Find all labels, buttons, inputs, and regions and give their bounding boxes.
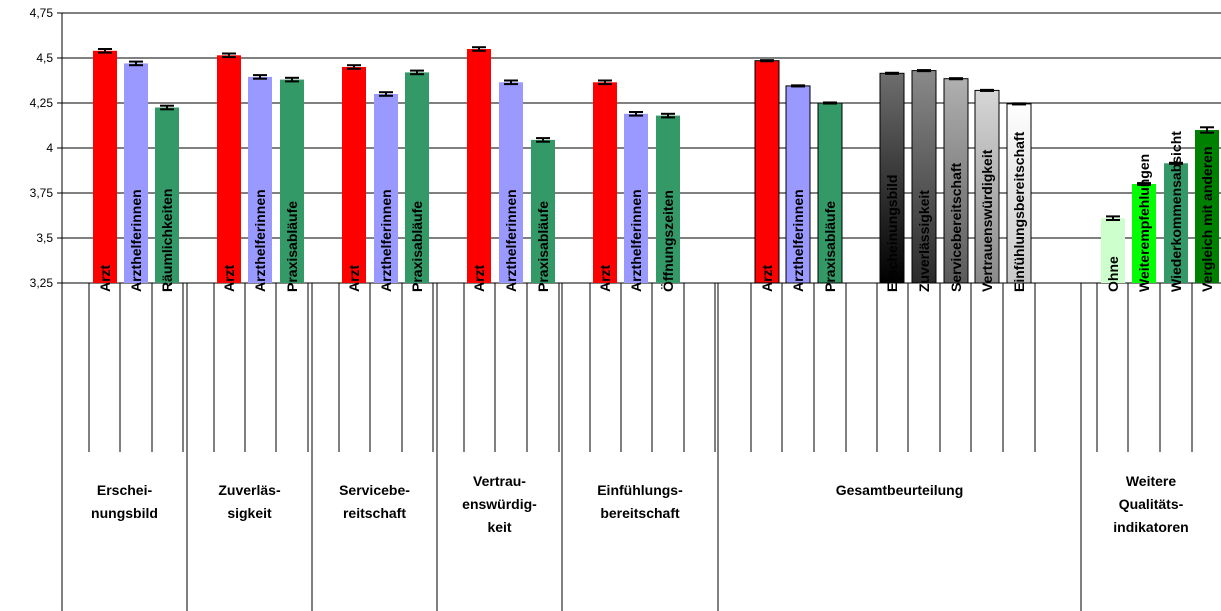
y-tick-label: 4,75 xyxy=(30,6,54,20)
error-bar xyxy=(791,85,805,86)
category-label: Arzthelferinnen xyxy=(503,189,519,292)
bar-arzt xyxy=(217,55,241,283)
category-label: Arzthelferinnen xyxy=(128,189,144,292)
group-label: Gesamtbeurteilung xyxy=(836,482,964,498)
category-label: Arzt xyxy=(471,264,487,292)
bar-arzt xyxy=(755,61,779,283)
bar-arzt xyxy=(93,51,117,283)
group-label: Qualitäts- xyxy=(1119,496,1184,512)
group-label: Zuverläs- xyxy=(218,482,281,498)
category-label: Servicebereitschaft xyxy=(948,162,964,292)
category-label: Wiederkommensabsicht xyxy=(1168,131,1184,292)
category-label: Vertrauenswürdigkeit xyxy=(979,149,995,292)
bar-arzt xyxy=(467,49,491,283)
error-bar xyxy=(823,102,837,103)
group-label: keit xyxy=(487,519,511,535)
category-label: Weiterempfehlungen xyxy=(1136,154,1152,292)
group-label: enswürdig- xyxy=(462,496,537,512)
group-label: bereitschaft xyxy=(600,505,680,521)
category-label: Praxisabläufe xyxy=(535,201,551,292)
group-label: nungsbild xyxy=(91,505,158,521)
group-label: indikatoren xyxy=(1113,519,1188,535)
category-label: Arzt xyxy=(346,264,362,292)
group-label: Servicebe- xyxy=(339,482,410,498)
category-label: Räumlichkeiten xyxy=(159,189,175,292)
category-label: Erscheinungsbild xyxy=(884,175,900,292)
error-bar xyxy=(129,62,143,66)
category-label: Arzt xyxy=(97,264,113,292)
y-tick-label: 4,5 xyxy=(36,51,53,65)
error-bar xyxy=(253,75,267,79)
category-label: Öffnungszeiten xyxy=(660,190,676,292)
bar-arzt xyxy=(342,67,366,283)
group-label: Einfühlungs- xyxy=(597,482,683,498)
category-label: Ohne xyxy=(1105,256,1121,292)
error-bar xyxy=(1012,103,1026,104)
category-label: Praxisabläufe xyxy=(409,201,425,292)
category-label: Arzt xyxy=(597,264,613,292)
category-label: Arzthelferinnen xyxy=(378,189,394,292)
category-label: Praxisabläufe xyxy=(284,201,300,292)
category-table-lines xyxy=(89,283,1192,611)
y-tick-label: 3,5 xyxy=(36,231,53,245)
group-label: reitschaft xyxy=(343,505,406,521)
y-tick-label: 4,25 xyxy=(30,96,54,110)
group-label: Erschei- xyxy=(97,482,153,498)
category-label: Arzt xyxy=(221,264,237,292)
category-labels: Arzt Arzthelferinnen Räumlichkeiten Erschei… xyxy=(91,131,1215,535)
category-label: Arzthelferinnen xyxy=(790,189,806,292)
error-bar xyxy=(949,78,963,79)
group-label: Vertrau- xyxy=(473,473,526,489)
y-tick-label: 3,25 xyxy=(30,276,54,290)
group-label: sigkeit xyxy=(227,505,272,521)
group-label: Weitere xyxy=(1126,473,1177,489)
y-tick-label: 4 xyxy=(46,141,53,155)
category-label: Arzthelferinnen xyxy=(628,189,644,292)
category-label: Einfühlungsbereitschaft xyxy=(1011,131,1027,292)
error-bar xyxy=(980,90,994,91)
error-bar xyxy=(917,70,931,71)
error-bar xyxy=(760,60,774,61)
bar-arzt xyxy=(593,82,617,283)
category-label: Arzthelferinnen xyxy=(252,189,268,292)
error-bar xyxy=(410,71,424,75)
error-bar xyxy=(885,73,899,74)
category-label: Zuverlässigkeit xyxy=(916,190,932,292)
category-label: Vergleich mit anderen xyxy=(1199,147,1215,293)
category-label: Arzt xyxy=(759,264,775,292)
category-label: Praxisabläufe xyxy=(822,201,838,292)
y-tick-label: 3,75 xyxy=(30,186,54,200)
y-axis: 3,25 3,5 3,75 4 4,25 4,5 4,75 xyxy=(30,6,62,611)
